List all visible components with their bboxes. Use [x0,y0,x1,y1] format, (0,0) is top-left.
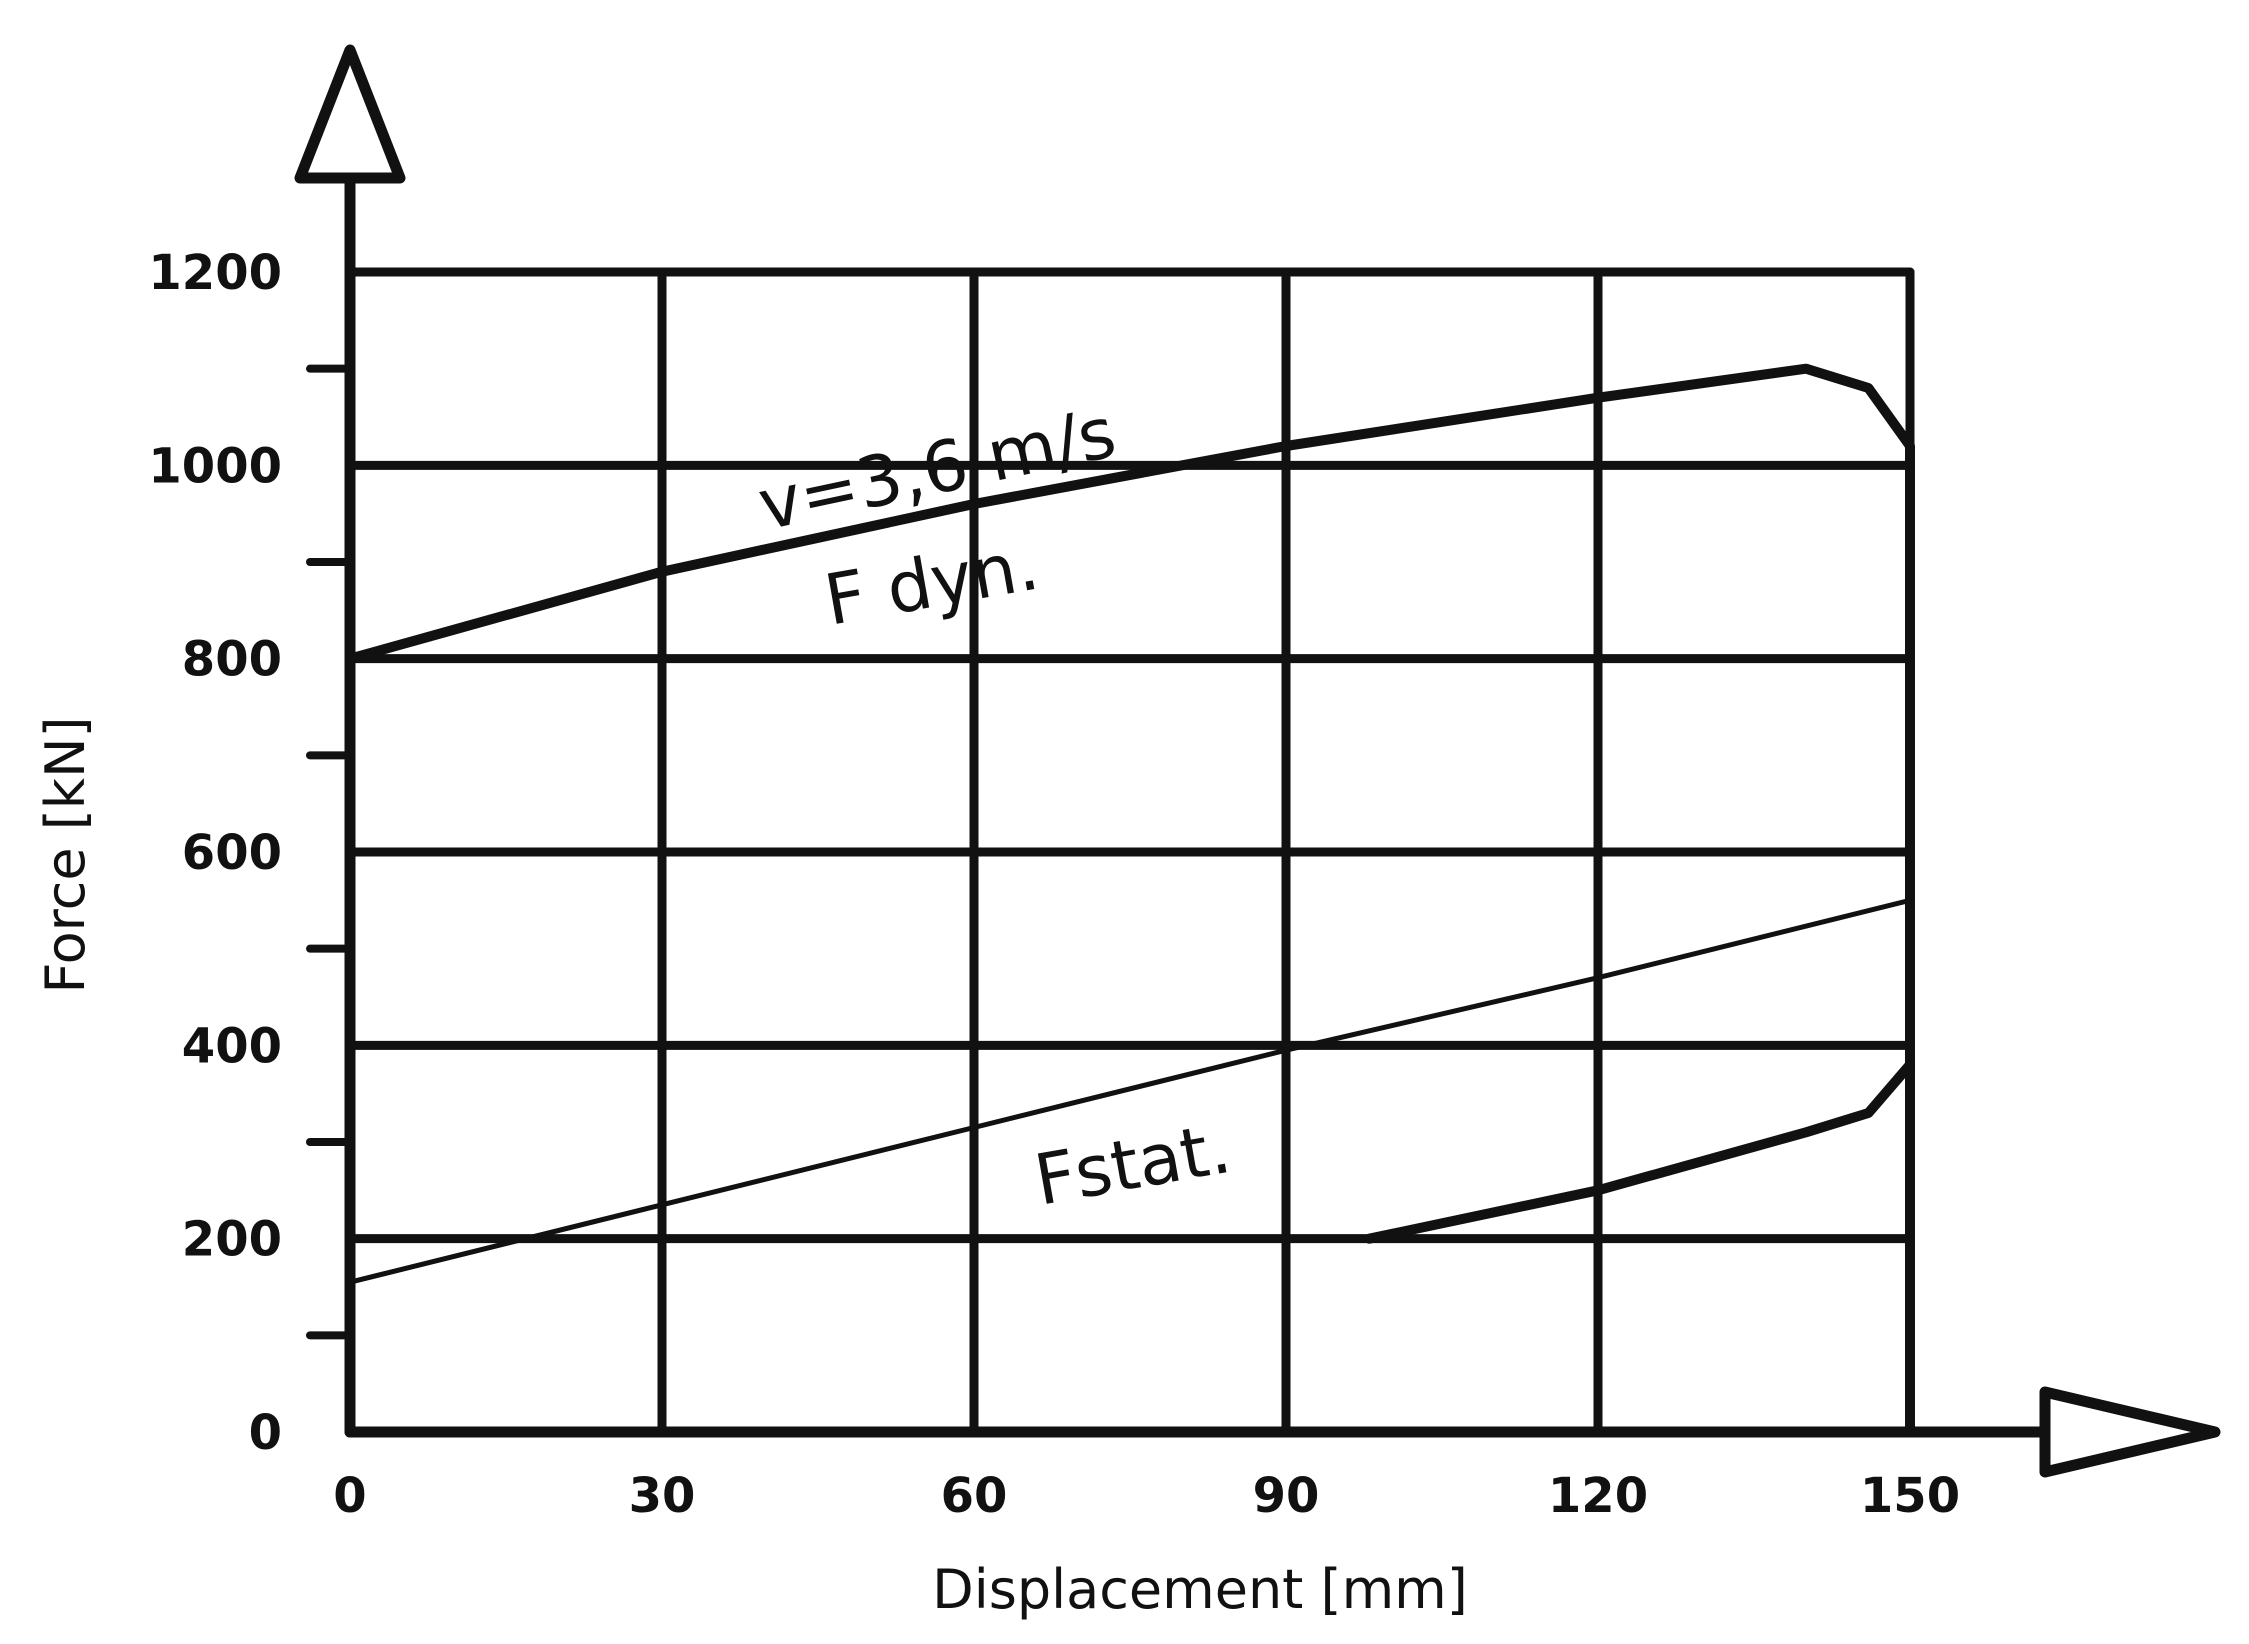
x-tick-label: 0 [333,1468,366,1524]
y-axis-title: Force [kN] [34,716,97,993]
labels: 0 200 400 600 800 1000 1200 0 30 60 90 120 150 Displa… [34,245,1960,1621]
x-tick-label: 30 [629,1468,696,1524]
y-tick-label: 800 [182,632,282,688]
y-axis-arrow-icon [294,44,406,184]
series-line-1 [347,897,1913,1285]
y-tick-label: 400 [182,1018,282,1074]
annotation-fstat: Fstat. [1029,1107,1237,1222]
y-tick-label: 200 [182,1212,282,1268]
x-axis-arrow-icon [2039,1386,2221,1478]
y-tick-label: 1200 [148,245,282,301]
x-axis-title: Displacement [mm] [932,1558,1468,1621]
annotation-velocity: v=3,6 m/s [751,391,1122,546]
x-tick-label: 90 [1253,1468,1320,1524]
annotation-fdyn: F dyn. [819,524,1045,642]
y-tick-label: 0 [249,1405,282,1461]
y-tick-label: 600 [182,825,282,881]
grid [345,267,1915,1437]
y-tick-label: 1000 [148,438,282,494]
series-line-2 [1364,1059,1915,1244]
x-tick-label: 150 [1860,1468,1960,1524]
x-tick-label: 120 [1548,1468,1648,1524]
x-tick-label: 60 [941,1468,1008,1524]
axes [294,44,2221,1478]
curves [345,363,1915,1437]
series-line-0 [345,363,1915,1437]
